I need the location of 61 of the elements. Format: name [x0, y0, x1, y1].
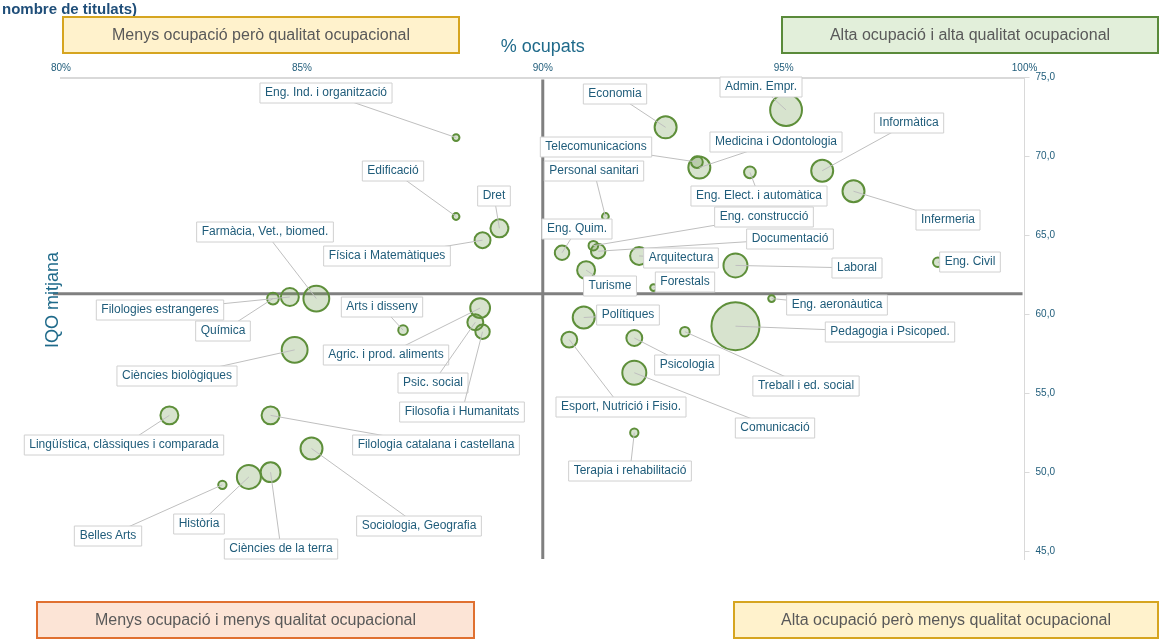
- annotation: Psicologia: [659, 357, 715, 372]
- y-axis-title: IQO mitjana: [41, 251, 63, 349]
- annotation: Forestals: [660, 274, 710, 289]
- annotation: Història: [178, 516, 220, 531]
- x-tick-label: 85%: [291, 62, 312, 74]
- annotation: Psic. social: [402, 375, 464, 390]
- annotation: Eng. aeronàutica: [791, 297, 883, 312]
- annotation: Lingüística, clàssiques i comparada: [29, 437, 220, 452]
- y-tick-label: 50,0: [1035, 465, 1056, 477]
- x-tick-label: 100%: [1011, 62, 1038, 74]
- annotation: Eng. construcció: [719, 209, 809, 224]
- annotation: Filologies estrangeres: [101, 302, 219, 317]
- annotation: Documentació: [751, 231, 829, 246]
- annotation: Química: [200, 323, 246, 338]
- y-tick-label: 55,0: [1035, 387, 1056, 399]
- y-tick-label: 45,0: [1035, 544, 1056, 556]
- annotation: Farmàcia, Vet., biomed.: [201, 224, 329, 239]
- annotation: Medicina i Odontologia: [714, 134, 838, 149]
- annotation: Polítiques: [601, 307, 655, 322]
- annotation: Agric. i prod. aliments: [328, 347, 444, 362]
- x-tick-label: 90%: [532, 62, 553, 74]
- annotation: Física i Matemàtiques: [328, 248, 446, 263]
- y-tick-label: 60,0: [1035, 308, 1056, 320]
- x-tick-label: 95%: [773, 62, 794, 74]
- annotation: Telecomunicacions: [545, 139, 647, 154]
- annotation: Ciències de la terra: [229, 541, 334, 556]
- annotation: Infermeria: [920, 212, 976, 227]
- y-tick-label: 75,0: [1035, 71, 1056, 83]
- annotation: Admin. Empr.: [724, 79, 798, 94]
- annotation: Ciències biològiques: [121, 368, 233, 383]
- y-tick-label: 65,0: [1035, 229, 1056, 241]
- annotation: Turisme: [588, 278, 632, 293]
- annotation: Esport, Nutrició i Fisio.: [560, 399, 682, 414]
- annotation: Eng. Quim.: [546, 221, 608, 236]
- annotation: Personal sanitari: [549, 163, 639, 178]
- annotation: Informàtica: [879, 115, 939, 130]
- annotation: Laboral: [836, 260, 878, 275]
- x-tick-label: 80%: [50, 62, 72, 74]
- annotation: Eng. Civil: [944, 254, 996, 269]
- annotation: Filologia catalana i castellana: [357, 437, 515, 452]
- annotation: Arts i disseny: [346, 299, 418, 314]
- annotation: Arquitectura: [648, 250, 714, 265]
- annotation: Economia: [588, 86, 642, 101]
- chart-title: nombre de titulats): [2, 0, 138, 17]
- text: Menys ocupació però qualitat ocupacional: [62, 16, 460, 54]
- x-axis-title: % ocupats: [500, 35, 585, 56]
- text: Alta ocupació i alta qualitat ocupacional: [781, 16, 1159, 54]
- annotation: Pedagogia i Psicoped.: [830, 324, 950, 339]
- annotation: Belles Arts: [79, 528, 137, 543]
- annotation: Terapia i rehabilitació: [573, 463, 687, 478]
- annotation: Comunicació: [740, 420, 810, 435]
- annotation: Filosofia i Humanitats: [404, 404, 520, 419]
- annotation: Treball i ed. social: [757, 378, 855, 393]
- annotation: Eng. Ind. i organització: [264, 85, 388, 100]
- annotation: Dret: [482, 188, 506, 203]
- annotation: Edificació: [367, 163, 419, 178]
- annotation: Eng. Elect. i automàtica: [695, 188, 823, 203]
- text: Menys ocupació i menys qualitat ocupacional: [36, 601, 475, 639]
- annotation: Sociologia, Geografia: [361, 518, 477, 533]
- y-tick-label: 70,0: [1035, 150, 1056, 162]
- text: Alta ocupació però menys qualitat ocupacional: [733, 601, 1159, 639]
